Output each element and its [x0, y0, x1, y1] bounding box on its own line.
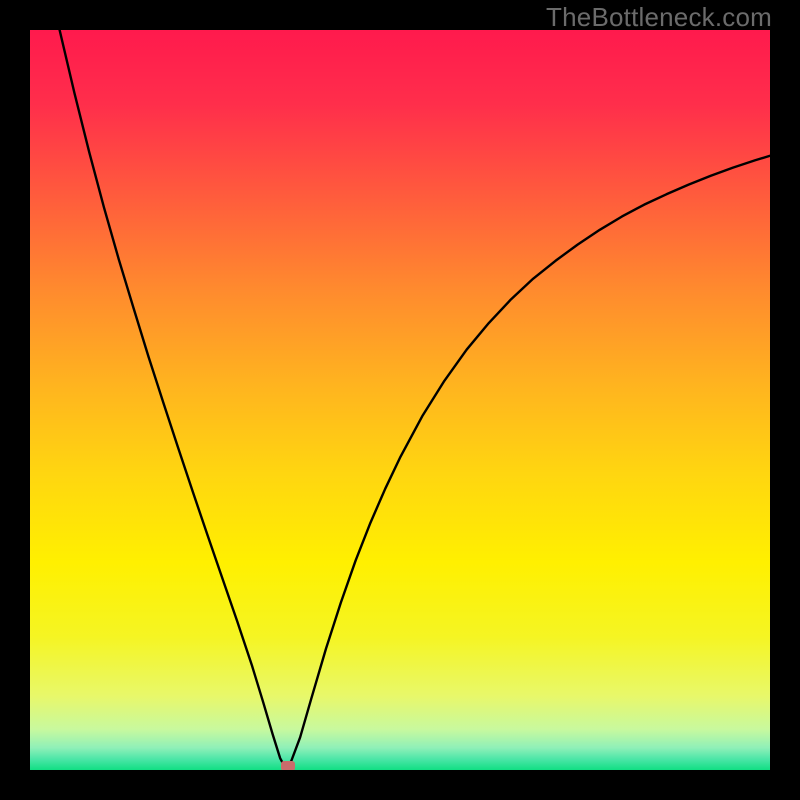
- plot-area: [30, 30, 770, 770]
- bottleneck-curve: [30, 30, 770, 770]
- watermark-text: TheBottleneck.com: [546, 2, 772, 33]
- chart-frame: TheBottleneck.com: [0, 0, 800, 800]
- optimum-marker: [281, 761, 295, 770]
